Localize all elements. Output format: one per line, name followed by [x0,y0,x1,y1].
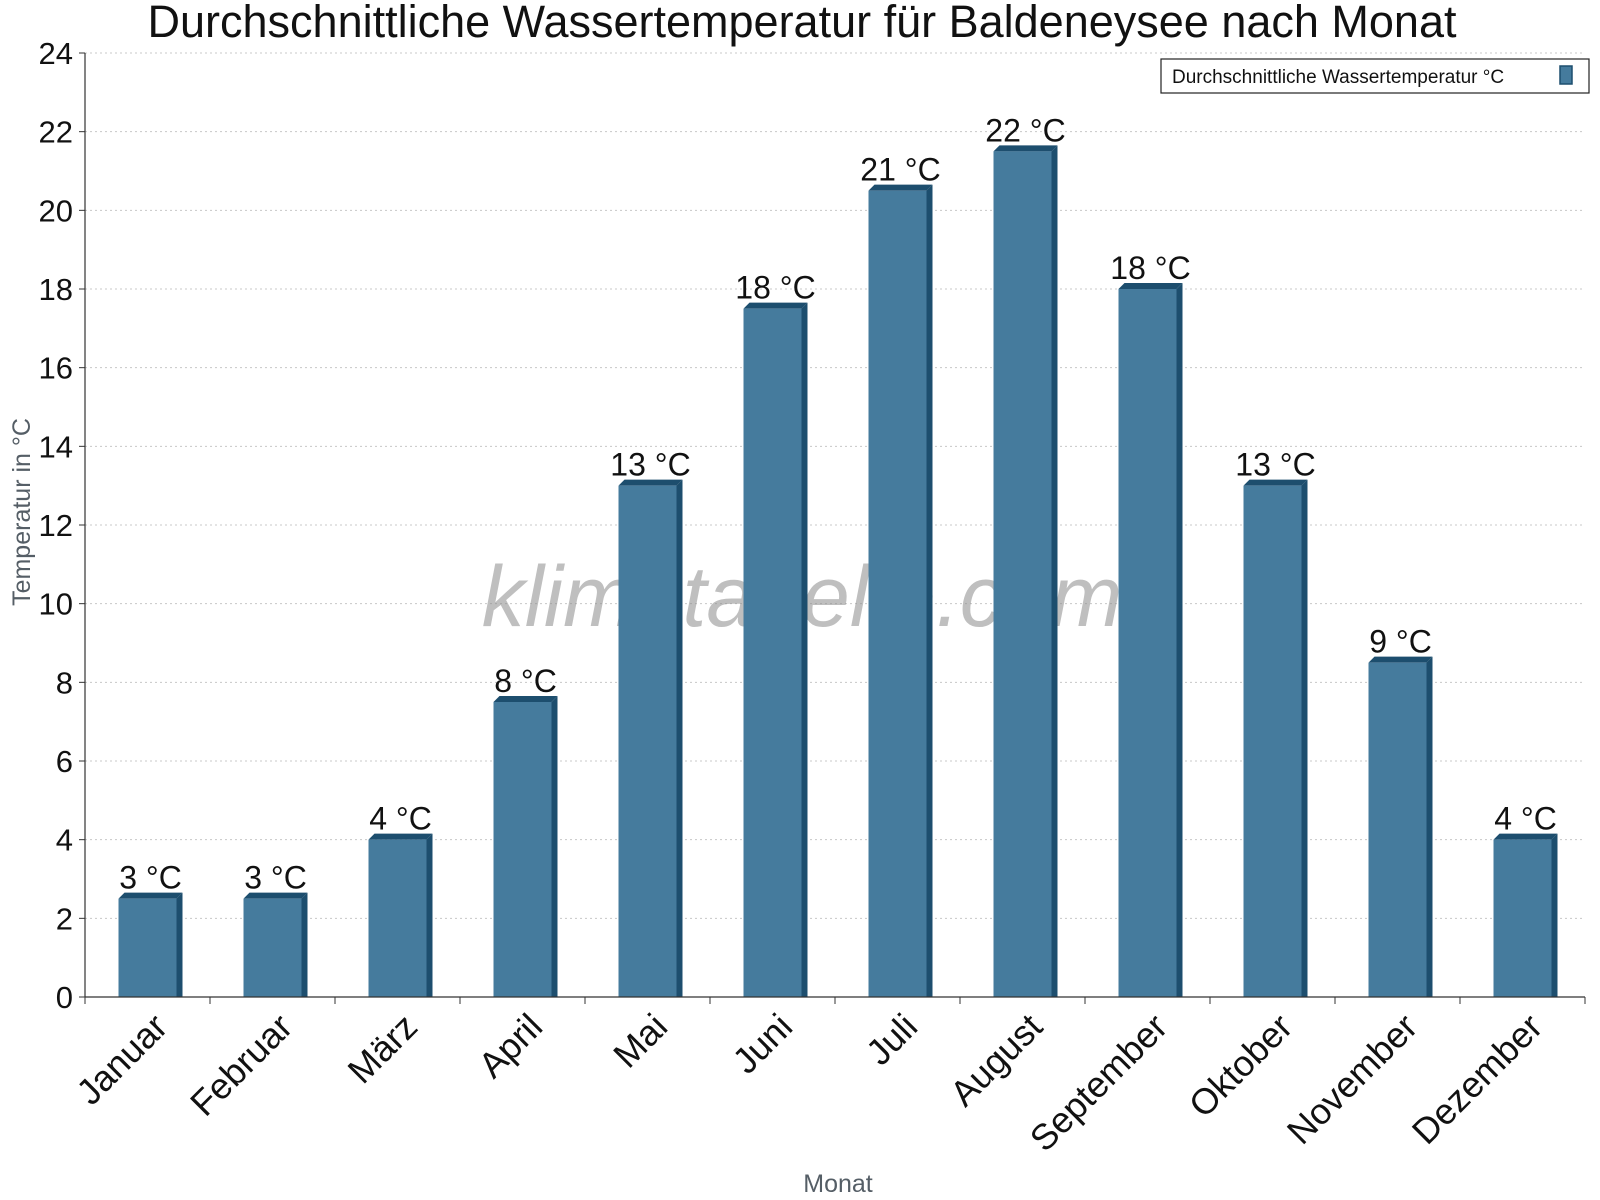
bar-side [1176,283,1183,997]
x-tick-label: September [1022,1006,1176,1160]
y-tick-label: 8 [56,665,73,700]
x-tick-label: November [1279,1006,1425,1152]
bar-6: 18 °C [735,270,816,998]
data-label: 18 °C [1110,250,1190,286]
bar-1: 3 °C [118,860,183,997]
x-tick-label: Januar [68,1006,175,1113]
bar-3: 4 °C [368,801,433,997]
x-tick-label: März [340,1006,426,1092]
bar-side [1551,833,1558,997]
y-tick-label: 6 [56,744,73,779]
bar-face [868,190,927,997]
bar-face [618,485,677,997]
data-label: 4 °C [1494,801,1557,837]
y-tick-label: 2 [56,901,73,936]
bar-top [1243,479,1308,486]
bar-top [868,184,933,191]
bar-top [618,479,683,486]
bars: 3 °C 3 °C 4 °C 8 °C 13 °C 18 °C 21 °C 22 °C 18 °… [118,112,1558,998]
bar-face [493,702,552,997]
y-tick-label: 22 [39,115,73,150]
bar-face [243,898,302,997]
bar-face [1118,289,1177,997]
bar-side [926,184,933,997]
y-tick-label: 0 [56,980,73,1015]
bar-side [1426,656,1433,997]
bar-face [993,151,1052,998]
bar-face [118,898,177,997]
y-axis-title: Temperatur in °C [8,418,36,606]
x-axis-title: Monat [803,1170,873,1198]
x-tick-label: Juli [858,1006,925,1073]
bar-5: 13 °C [610,447,691,998]
bar-side [301,892,308,997]
x-tick-label: Juni [724,1006,800,1082]
bar-face [743,308,802,998]
bar-side [551,696,558,997]
bar-top [368,833,433,840]
bar-face [1243,485,1302,997]
bar-side [1051,145,1058,998]
x-tick-label: Dezember [1404,1006,1550,1152]
bar-face [368,839,427,997]
data-label: 22 °C [985,112,1065,148]
y-tick-label: 12 [39,508,73,543]
x-tick-label: Mai [605,1006,675,1076]
bar-side [426,833,433,997]
data-label: 18 °C [735,270,815,306]
data-label: 9 °C [1369,624,1432,660]
y-tick-label: 10 [39,587,73,622]
bar-12: 4 °C [1493,801,1558,997]
x-tick-label: Februar [182,1006,300,1124]
legend: Durchschnittliche Wassertemperatur °C [1160,58,1590,94]
data-label: 3 °C [244,860,307,896]
data-label: 8 °C [494,663,557,699]
bar-top [243,892,308,899]
bar-side [1301,479,1308,998]
bar-11: 9 °C [1368,624,1433,997]
bar-side [676,479,683,998]
bar-top [1493,833,1558,840]
data-label: 21 °C [860,152,940,188]
y-tick-label: 20 [39,193,73,228]
x-tick-label: August [942,1006,1050,1114]
data-label: 13 °C [610,447,690,483]
x-axis-ticks: Januar Februar März April Mai Juni Juli AugustS… [68,997,1586,1160]
bar-face [1368,662,1427,997]
bar-10: 13 °C [1235,447,1316,998]
bar-7: 21 °C [860,152,941,997]
y-tick-label: 18 [39,272,73,307]
bar-4: 8 °C [493,663,558,997]
bar-top [993,145,1058,152]
data-label: 4 °C [369,801,432,837]
chart-title: Durchschnittliche Wassertemperatur für B… [148,0,1457,47]
data-label: 13 °C [1235,447,1315,483]
bar-top [743,302,808,309]
data-label: 3 °C [119,860,182,896]
bar-8: 22 °C [985,112,1066,998]
legend-swatch [1559,65,1573,85]
bar-top [1368,656,1433,663]
grid-lines [85,52,1585,919]
bar-top [118,892,183,899]
y-tick-label: 24 [39,36,73,71]
bar-face [1493,839,1552,997]
legend-label: Durchschnittliche Wassertemperatur °C [1172,67,1504,88]
x-tick-label: April [470,1006,550,1086]
bar-9: 18 °C [1110,250,1191,997]
bar-side [176,892,183,997]
y-tick-label: 4 [56,823,73,858]
y-tick-label: 16 [39,351,73,386]
bar-2: 3 °C [243,860,308,997]
bar-top [493,696,558,702]
bar-top [1118,283,1183,289]
legend-box [1160,58,1590,94]
y-tick-label: 14 [39,429,73,464]
bar-side [801,302,808,998]
x-tick-label: Oktober [1181,1006,1301,1126]
